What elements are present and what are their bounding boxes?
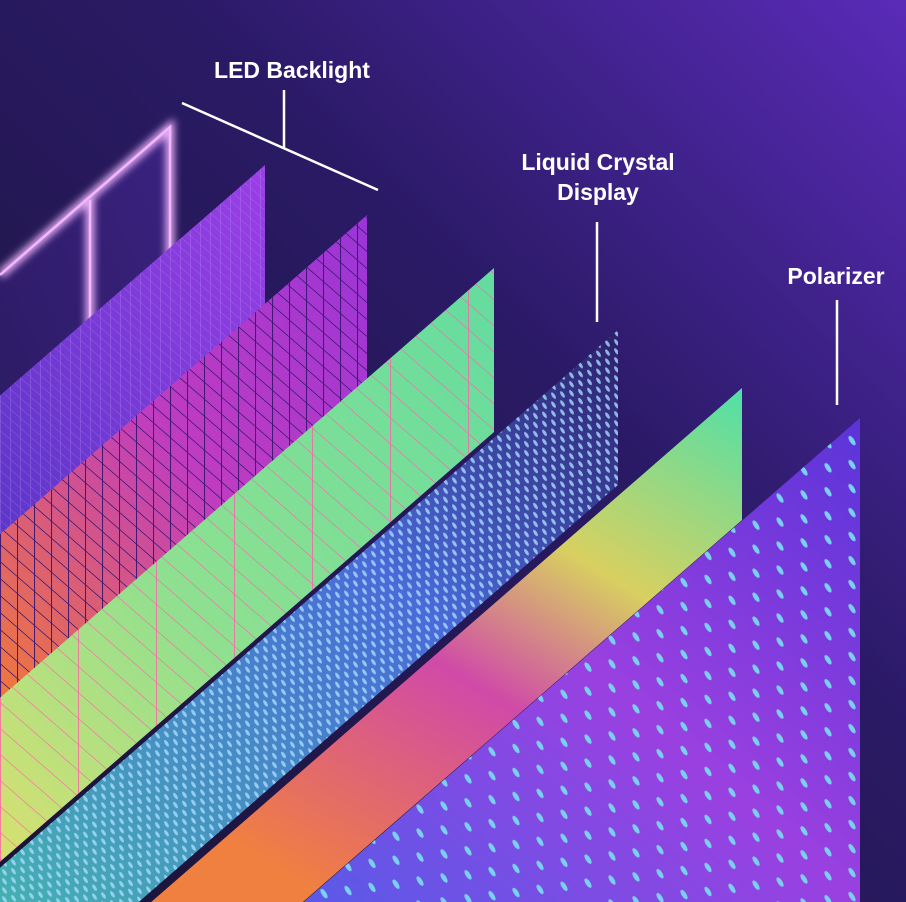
polarizer-dots: [303, 418, 860, 902]
led-backlight-label: LED Backlight: [214, 57, 370, 83]
diffuser-grid: [0, 165, 265, 561]
lcd-label: Liquid Crystal Display: [488, 147, 708, 207]
lcd-label-line2: Display: [557, 179, 639, 205]
label-leader-lines: [181, 90, 839, 405]
lcd-label-line1: Liquid Crystal: [521, 149, 675, 175]
green-layer-lines: [0, 268, 494, 862]
color-filter-layer: [151, 388, 742, 902]
polarizer-label: Polarizer: [787, 263, 885, 289]
led-bracket-line: [181, 101, 379, 192]
liquid-crystal-dots: [0, 330, 618, 902]
led-grid-lines: [0, 215, 367, 700]
